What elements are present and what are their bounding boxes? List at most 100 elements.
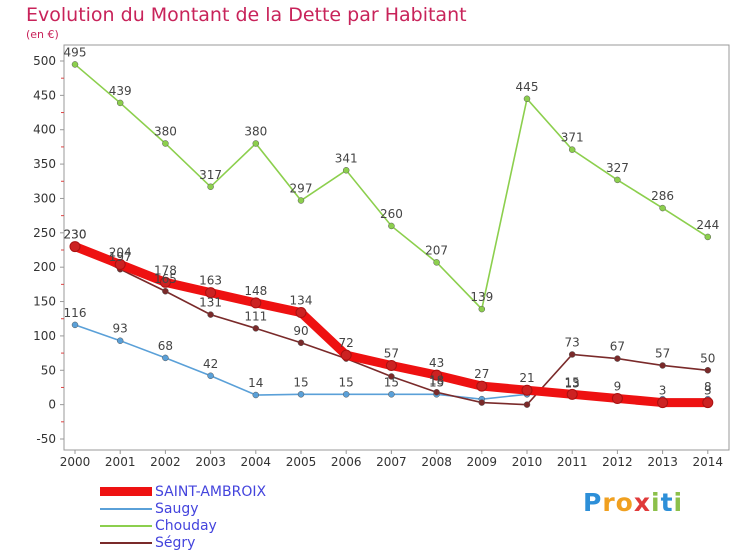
data-label: 3 xyxy=(704,384,712,398)
x-tick-label: 2002 xyxy=(150,455,181,469)
legend-swatch-chouday xyxy=(100,524,152,527)
legend-label: SAINT-AMBROIX xyxy=(155,483,267,500)
logo-letter: i xyxy=(651,488,661,517)
y-tick-label: 150 xyxy=(33,295,56,309)
data-label: 68 xyxy=(158,339,173,353)
data-point xyxy=(207,183,214,191)
legend-item-saugy: Saugy xyxy=(100,500,266,517)
legend-item-chouday: Chouday xyxy=(100,517,266,534)
legend: SAINT-AMBROIX Saugy Chouday Ségry xyxy=(100,483,266,551)
y-tick-label: -50 xyxy=(36,432,56,446)
y-tick-label: 250 xyxy=(33,226,56,240)
data-label: 18 xyxy=(429,373,444,387)
data-label: 244 xyxy=(696,218,719,232)
data-label: 380 xyxy=(154,124,177,138)
x-tick-label: 2013 xyxy=(647,455,678,469)
logo-letter: P xyxy=(583,488,603,517)
data-label: 286 xyxy=(651,189,674,203)
data-point xyxy=(252,391,260,399)
y-axis-unit: (en €) xyxy=(26,28,59,41)
data-label: 14 xyxy=(248,376,263,390)
x-tick-label: 2011 xyxy=(557,455,588,469)
data-point xyxy=(476,380,488,392)
data-label: 57 xyxy=(655,346,670,360)
data-point xyxy=(342,391,350,398)
data-point xyxy=(657,397,669,409)
data-point xyxy=(431,369,443,381)
data-label: 73 xyxy=(565,335,580,349)
data-label: 15 xyxy=(339,375,354,389)
data-point xyxy=(250,297,262,309)
x-tick-label: 2012 xyxy=(602,455,633,469)
y-tick-label: 350 xyxy=(33,157,56,171)
data-point xyxy=(385,359,397,371)
data-point xyxy=(704,367,712,374)
data-point xyxy=(659,362,666,369)
data-point xyxy=(388,222,395,230)
data-label: 317 xyxy=(199,168,222,182)
x-tick-label: 2003 xyxy=(195,455,226,469)
y-tick-label: 400 xyxy=(33,123,56,137)
data-point xyxy=(297,391,305,398)
data-point xyxy=(114,258,126,270)
data-point xyxy=(159,276,171,288)
data-point xyxy=(611,392,623,404)
y-tick-label: 100 xyxy=(33,329,56,343)
data-point xyxy=(162,287,169,295)
data-point xyxy=(702,397,714,409)
data-point xyxy=(340,349,352,361)
data-point xyxy=(388,391,395,398)
legend-label: Chouday xyxy=(155,517,217,534)
x-tick-label: 2006 xyxy=(331,455,362,469)
data-point xyxy=(568,146,576,153)
y-tick-label: 0 xyxy=(48,398,56,412)
data-label: 165 xyxy=(154,272,177,286)
data-point xyxy=(614,176,621,184)
data-point xyxy=(71,61,79,68)
data-label: 13 xyxy=(565,377,580,391)
data-label: 495 xyxy=(64,45,87,59)
data-label: 9 xyxy=(614,379,622,393)
data-label: 67 xyxy=(610,340,625,354)
y-tick-label: 300 xyxy=(33,191,56,205)
x-tick-label: 2000 xyxy=(60,455,91,469)
data-label: 139 xyxy=(470,290,493,304)
data-point xyxy=(252,140,260,147)
legend-item-saint-ambroix: SAINT-AMBROIX xyxy=(100,483,266,500)
y-tick-label: 450 xyxy=(33,88,56,102)
plot-frame xyxy=(63,44,730,451)
data-point xyxy=(614,355,621,362)
logo-letter: i xyxy=(673,488,684,517)
chart-title: Evolution du Montant de la Dette par Hab… xyxy=(26,4,467,26)
data-label: 15 xyxy=(565,375,580,389)
data-point xyxy=(704,233,712,241)
data-label: 204 xyxy=(109,245,132,259)
logo-letter: t xyxy=(660,488,674,517)
data-label: 90 xyxy=(293,324,308,338)
data-point xyxy=(297,339,305,347)
data-point xyxy=(568,351,576,358)
data-label: 111 xyxy=(244,309,267,323)
data-point xyxy=(252,325,260,332)
data-point xyxy=(295,307,307,319)
data-label: 380 xyxy=(244,124,267,138)
data-point xyxy=(388,373,395,380)
data-point xyxy=(566,388,578,400)
x-tick-label: 2001 xyxy=(105,455,136,469)
data-label: 3 xyxy=(659,384,667,398)
data-label: 197 xyxy=(109,250,132,264)
data-label: 439 xyxy=(109,84,132,98)
data-label: 445 xyxy=(516,80,539,94)
data-label: 341 xyxy=(335,151,358,165)
data-label: 327 xyxy=(606,161,629,175)
data-point xyxy=(433,389,440,396)
data-point xyxy=(162,140,169,147)
data-point xyxy=(116,337,124,344)
data-point xyxy=(523,401,531,408)
legend-label: Ségry xyxy=(155,534,196,551)
data-point xyxy=(659,204,666,212)
data-point xyxy=(116,99,124,107)
data-point xyxy=(297,197,305,204)
